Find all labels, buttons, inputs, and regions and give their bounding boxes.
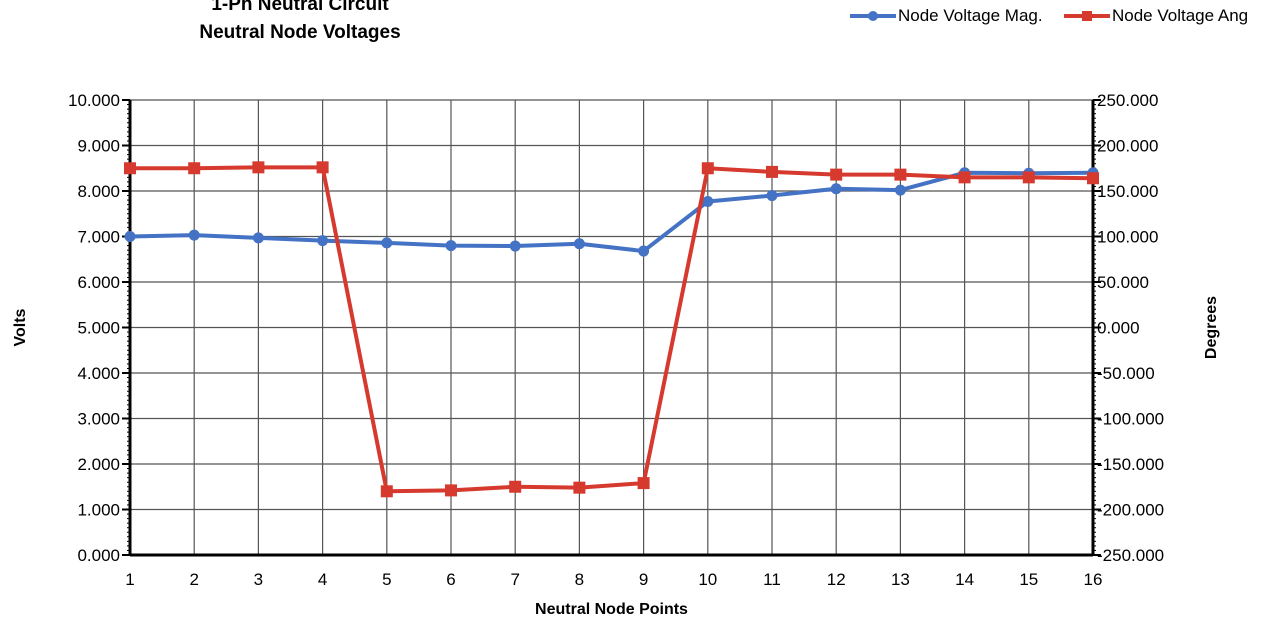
data-point-magnitude xyxy=(124,231,136,242)
y2-tick-label: -250.000 xyxy=(1097,546,1164,565)
y-tick-label: 1.000 xyxy=(77,501,120,520)
y2-axis-title: Degrees xyxy=(1203,296,1220,359)
y2-tick-label: 50.000 xyxy=(1097,273,1149,292)
y-tick-label: 3.000 xyxy=(77,410,120,429)
y2-tick-label: 0.000 xyxy=(1097,319,1140,338)
y-tick-label: 6.000 xyxy=(77,273,120,292)
data-point-angle xyxy=(573,481,586,494)
data-point-angle xyxy=(830,168,843,181)
data-point-magnitude xyxy=(702,195,714,207)
data-point-magnitude xyxy=(766,190,778,202)
y-tick-label: 0.000 xyxy=(77,546,120,565)
y2-tick-label: 150.000 xyxy=(1097,182,1158,201)
x-axis-title: Neutral Node Points xyxy=(535,601,688,618)
y-axis-title: Volts xyxy=(12,308,29,346)
x-tick-label: 7 xyxy=(510,570,519,589)
chart-title: 1-Ph Neutral Circuit xyxy=(211,0,389,15)
data-point-angle xyxy=(188,162,201,175)
y-tick-label: 10.000 xyxy=(68,91,120,110)
data-point-angle xyxy=(124,162,136,175)
data-point-angle xyxy=(1087,172,1099,185)
chart-subtitle: Neutral Node Voltages xyxy=(199,22,401,43)
data-point-angle xyxy=(637,477,650,490)
legend-marker-square-icon xyxy=(1064,11,1110,21)
y-tick-label: 9.000 xyxy=(77,137,120,156)
x-tick-label: 8 xyxy=(575,570,584,589)
x-tick-label: 15 xyxy=(1019,570,1038,589)
x-tick-label: 12 xyxy=(827,570,846,589)
data-point-angle xyxy=(380,485,393,498)
x-tick-label: 10 xyxy=(698,570,717,589)
x-tick-label: 9 xyxy=(639,570,648,589)
data-point-angle xyxy=(701,162,714,175)
data-point-angle xyxy=(894,168,907,181)
y-tick-label: 4.000 xyxy=(77,364,120,383)
legend-item-magnitude: Node Voltage Mag. xyxy=(850,6,1043,26)
legend-item-angle: Node Voltage Ang xyxy=(1064,6,1248,26)
y2-tick-label: -150.000 xyxy=(1097,455,1164,474)
data-point-angle xyxy=(958,171,971,184)
data-point-angle xyxy=(252,161,265,174)
x-tick-label: 2 xyxy=(189,570,198,589)
x-tick-label: 13 xyxy=(891,570,910,589)
data-point-angle xyxy=(1022,171,1035,184)
y-tick-label: 5.000 xyxy=(77,319,120,338)
legend-marker-circle-icon xyxy=(850,11,896,21)
x-tick-label: 11 xyxy=(763,570,781,589)
x-tick-label: 14 xyxy=(955,570,974,589)
y-tick-label: 2.000 xyxy=(77,455,120,474)
y2-tick-label: -50.000 xyxy=(1097,364,1155,383)
data-point-magnitude xyxy=(188,229,200,241)
data-point-magnitude xyxy=(894,184,906,196)
series-line-magnitude xyxy=(129,170,1094,254)
data-point-magnitude xyxy=(445,240,457,252)
data-point-magnitude xyxy=(830,183,842,195)
data-point-magnitude xyxy=(317,235,329,247)
x-tick-label: 3 xyxy=(254,570,263,589)
x-tick-label: 1 xyxy=(125,570,134,589)
data-point-angle xyxy=(445,484,457,497)
y2-tick-label: -100.000 xyxy=(1097,410,1164,429)
y2-tick-label: 100.000 xyxy=(1097,228,1158,247)
legend-label: Node Voltage Ang xyxy=(1112,6,1249,25)
y-tick-label: 8.000 xyxy=(77,182,120,201)
x-tick-label: 6 xyxy=(446,570,455,589)
series-line-angle xyxy=(130,165,1094,494)
data-point-magnitude xyxy=(573,238,585,250)
x-tick-label: 16 xyxy=(1084,570,1103,589)
data-point-angle xyxy=(766,165,778,178)
data-point-angle xyxy=(316,161,329,174)
y2-tick-label: -200.000 xyxy=(1097,501,1164,520)
data-point-magnitude xyxy=(509,240,521,252)
legend-label: Node Voltage Mag. xyxy=(898,6,1043,25)
data-point-magnitude xyxy=(638,245,650,257)
y2-tick-label: 200.000 xyxy=(1097,137,1158,156)
y2-tick-label: 250.000 xyxy=(1097,91,1158,110)
y-tick-label: 7.000 xyxy=(77,228,120,247)
x-tick-label: 4 xyxy=(318,570,327,589)
data-point-angle xyxy=(509,480,522,493)
x-tick-label: 5 xyxy=(382,570,391,589)
data-point-magnitude xyxy=(381,237,393,249)
data-point-magnitude xyxy=(252,232,264,244)
